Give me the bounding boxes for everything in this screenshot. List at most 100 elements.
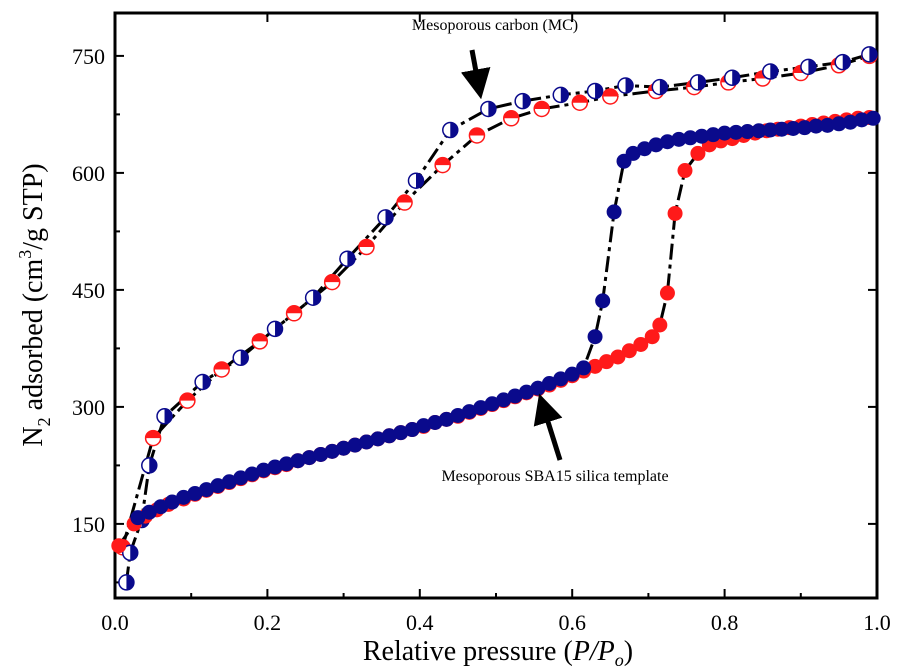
data-point-SBA15-desorption (797, 120, 813, 136)
data-point-MC-desorption (407, 172, 425, 189)
y-tick-label: 450 (72, 278, 105, 303)
y-axis-title-subscript: 2 (34, 417, 54, 426)
data-point-SBA15-desorption (381, 428, 397, 444)
x-tick-label: 0.4 (406, 610, 434, 635)
data-point-SBA15-desorption (819, 117, 835, 133)
data-point-SBA15-desorption (694, 128, 710, 144)
annotation-arrow-mc (460, 49, 491, 100)
data-point-MC-desorption (194, 373, 211, 391)
data-point-SBA15-desorption (484, 396, 500, 412)
data-point-SBA15-desorption (358, 434, 374, 450)
x-axis-title-subscript: o (615, 650, 624, 670)
data-point-SBA15-desorption (370, 431, 386, 447)
data-point-SBA15-desorption (717, 125, 733, 141)
data-point-SBA15-desorption (831, 116, 847, 132)
data-point-SBA15-adsorption (621, 343, 637, 359)
data-point-SBA15-desorption (530, 380, 546, 396)
data-point-SBA15-desorption (267, 459, 283, 475)
data-point-SBA15-desorption (324, 443, 340, 459)
data-point-SBA15-adsorption (644, 329, 660, 345)
data-point-SBA15-adsorption (111, 538, 127, 554)
data-point-SBA15-desorption (233, 470, 249, 486)
data-point-MC-adsorption (251, 333, 269, 350)
data-point-MC-adsorption (358, 238, 375, 256)
data-point-SBA15-adsorption (610, 349, 626, 365)
y-tick-label: 150 (72, 512, 105, 537)
data-point-MC-desorption (689, 74, 707, 91)
data-point-SBA15-desorption (450, 407, 466, 423)
data-point-MC-desorption (339, 250, 356, 267)
data-point-SBA15-desorption (553, 371, 569, 387)
data-point-SBA15-desorption (739, 124, 755, 140)
data-point-MC-adsorption (571, 94, 589, 111)
data-point-MC-desorption (834, 53, 851, 71)
data-point-SBA15-desorption (141, 504, 157, 520)
data-point-SBA15-desorption (210, 478, 226, 494)
data-point-SBA15-desorption (507, 388, 523, 404)
data-point-MC-desorption (141, 457, 158, 474)
annotations: Mesoporous carbon (MC) Mesoporous SBA15 s… (412, 17, 669, 485)
data-point-SBA15-desorption (438, 411, 454, 427)
data-point-MC-desorption (514, 92, 531, 110)
annotation-label-sba15: Mesoporous SBA15 silica template (441, 468, 668, 485)
data-point-MC-desorption (723, 69, 741, 86)
data-point-MC-adsorption (285, 305, 303, 322)
data-point-SBA15-desorption (659, 134, 675, 150)
data-point-MC-adsorption (468, 127, 486, 144)
data-point-SBA15-desorption (187, 485, 203, 501)
data-point-MC-adsorption (179, 392, 196, 409)
x-tick-label: 1.0 (863, 610, 891, 635)
data-point-SBA15-desorption (595, 293, 611, 309)
data-point-SBA15-desorption (336, 440, 352, 456)
data-point-SBA15-desorption (751, 123, 767, 139)
data-point-SBA15-desorption (427, 415, 443, 430)
data-point-SBA15-desorption (393, 425, 409, 441)
data-point-SBA15-desorption (496, 392, 512, 408)
data-point-MC-adsorption (323, 273, 341, 291)
data-point-MC-desorption (861, 46, 878, 63)
data-point-SBA15-desorption (244, 466, 260, 482)
series-line-SBA15-desorption (137, 116, 874, 520)
data-point-MC-adsorption (396, 194, 413, 211)
data-point-MC-adsorption (434, 156, 451, 174)
data-point-SBA15-desorption (637, 141, 653, 157)
annotation-label-mc: Mesoporous carbon (MC) (412, 17, 578, 34)
data-point-MC-desorption (121, 544, 139, 562)
data-point-MC-desorption (480, 100, 497, 118)
data-point-SBA15-desorption (785, 120, 801, 136)
data-point-SBA15-adsorption (659, 285, 675, 301)
data-point-SBA15-desorption (198, 482, 214, 498)
data-point-SBA15-adsorption (677, 163, 693, 179)
data-point-MC-desorption (232, 349, 249, 367)
data-point-SBA15-desorption (301, 450, 317, 466)
data-point-MC-desorption (304, 289, 322, 306)
data-point-SBA15-adsorption (690, 145, 706, 161)
data-point-SBA15-desorption (808, 118, 824, 134)
data-point-SBA15-desorption (865, 110, 881, 126)
data-point-MC-adsorption (602, 88, 619, 105)
data-point-MC-desorption (156, 408, 173, 425)
data-point-SBA15-desorption (541, 376, 557, 391)
x-tick-label: 0.2 (254, 610, 282, 635)
data-point-SBA15-desorption (606, 204, 622, 220)
data-point-SBA15-desorption (313, 446, 329, 462)
data-point-SBA15-desorption (774, 121, 790, 137)
data-point-SBA15-desorption (278, 456, 294, 472)
data-point-MC-desorption (651, 78, 669, 96)
data-point-MC-desorption (800, 58, 817, 76)
axis-ticks: 0.0 0.2 0.4 0.6 0.8 1.0 150 300 450 600 750 (72, 13, 891, 635)
data-point-SBA15-desorption (762, 122, 778, 138)
y-axis-title: N2 adsorbed (cm3/g STP) (15, 163, 54, 446)
data-point-SBA15-desorption (625, 145, 641, 161)
y-tick-label: 300 (72, 395, 105, 420)
data-point-MC-desorption (377, 209, 394, 226)
x-axis-title: Relative pressure (P/Po) (363, 636, 633, 670)
data-point-MC-adsorption (144, 429, 162, 447)
y-axis-title-superscript: 3 (15, 250, 35, 259)
data-point-SBA15-desorption (290, 453, 306, 469)
data-point-SBA15-desorption (518, 384, 534, 400)
data-point-MC-adsorption (502, 110, 520, 127)
data-point-SBA15-desorption (842, 114, 858, 130)
data-point-SBA15-adsorption (587, 358, 603, 374)
